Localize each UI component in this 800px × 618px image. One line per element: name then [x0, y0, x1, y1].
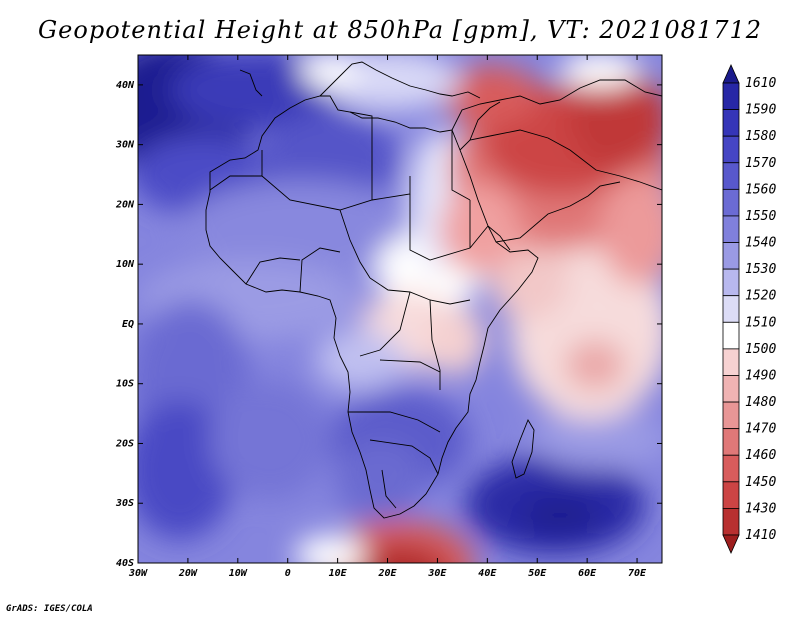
colorbar: 1610 1590 1580 1570 1560 1550 1540 1530 1520 1510… [722, 64, 776, 554]
lat-tick-label: EQ [122, 319, 134, 330]
colorbar-bin [722, 188, 740, 217]
colorbar-cap-bottom [722, 534, 740, 554]
lon-tick-label: 20W [178, 568, 198, 579]
lat-tick-label: 40S [116, 558, 134, 569]
map-title: Geopotential Height at 850hPa [gpm], VT:… [38, 16, 762, 44]
colorbar-label: 1410 [745, 528, 776, 543]
colorbar-bin [722, 428, 740, 456]
colorbar-label: 1540 [745, 236, 776, 251]
colorbar-bin [722, 508, 740, 536]
colorbar-bin [722, 162, 740, 190]
colorbar-bin [722, 215, 740, 243]
lon-tick-label: 50E [528, 568, 547, 579]
colorbar-label: 1610 [745, 76, 776, 91]
lat-tick-label: 40N [116, 80, 135, 91]
lon-tick-label: 10E [329, 568, 348, 579]
colorbar-label: 1460 [745, 448, 776, 463]
colorbar-bin [722, 135, 740, 164]
colorbar-label: 1430 [745, 501, 776, 516]
colorbar-label: 1490 [745, 368, 776, 383]
lon-tick-label: 30W [128, 568, 148, 579]
colorbar-bin [722, 375, 740, 403]
colorbar-label: 1520 [745, 289, 776, 304]
colorbar-bin [722, 295, 740, 323]
lon-tick-label: 0 [285, 568, 291, 579]
lon-tick-label: 40E [478, 568, 497, 579]
geopotential-field [138, 55, 662, 563]
colorbar-label: 1580 [745, 129, 776, 144]
colorbar-label: 1500 [745, 342, 776, 357]
colorbar-label: 1450 [745, 475, 776, 490]
lon-tick-label: 20E [377, 568, 397, 579]
lon-tick-label: 60E [578, 568, 597, 579]
lon-tick-label: 10W [229, 568, 248, 579]
colorbar-bin [722, 454, 740, 483]
colorbar-bin [722, 268, 740, 297]
longitude-ticks: 30W 20W 10W 0 10E 20E 30E 40E 50E 60E 70E [128, 55, 647, 579]
colorbar-bin [722, 109, 740, 137]
colorbar-label: 1590 [745, 103, 776, 118]
lat-tick-label: 30S [115, 498, 134, 509]
colorbar-label: 1510 [745, 315, 776, 330]
colorbar-label: 1550 [745, 209, 776, 224]
colorbar-bin [722, 321, 740, 350]
colorbar-cap-top [722, 64, 740, 84]
latitude-ticks: 40N 30N 20N 10N EQ 10S 20S 30S 40S [115, 80, 662, 569]
colorbar-bin [722, 82, 740, 110]
colorbar-bin [722, 401, 740, 430]
colorbar-label: 1560 [745, 182, 776, 197]
lat-tick-label: 30N [115, 140, 135, 151]
lon-tick-label: 30E [427, 568, 447, 579]
colorbar-label: 1480 [745, 395, 776, 410]
colorbar-label: 1570 [745, 156, 776, 171]
plot-frame [137, 54, 663, 564]
lat-tick-label: 10N [116, 259, 135, 270]
grads-credit: GrADS: IGES/COLA [6, 604, 93, 614]
colorbar-bin [722, 242, 740, 270]
lon-tick-label: 70E [628, 568, 647, 579]
lat-tick-label: 10S [116, 379, 134, 390]
colorbar-label: 1470 [745, 422, 776, 437]
colorbar-bin [722, 481, 740, 509]
lat-tick-label: 20N [115, 199, 135, 210]
lat-tick-label: 20S [115, 438, 134, 449]
coastline-overlay [205, 61, 662, 519]
colorbar-bin [722, 348, 740, 376]
colorbar-label: 1530 [745, 262, 776, 277]
